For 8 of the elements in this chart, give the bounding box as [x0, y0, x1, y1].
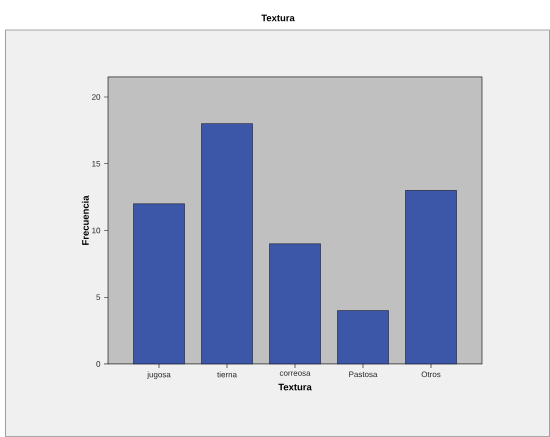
x-axis-title: Textura — [278, 384, 312, 390]
bar — [201, 123, 253, 364]
bar — [133, 204, 185, 364]
bar — [269, 244, 321, 364]
bar — [405, 190, 457, 364]
chart-title: Textura — [261, 14, 295, 22]
bar — [337, 310, 389, 364]
y-axis-title: Frecuencia — [82, 195, 89, 245]
